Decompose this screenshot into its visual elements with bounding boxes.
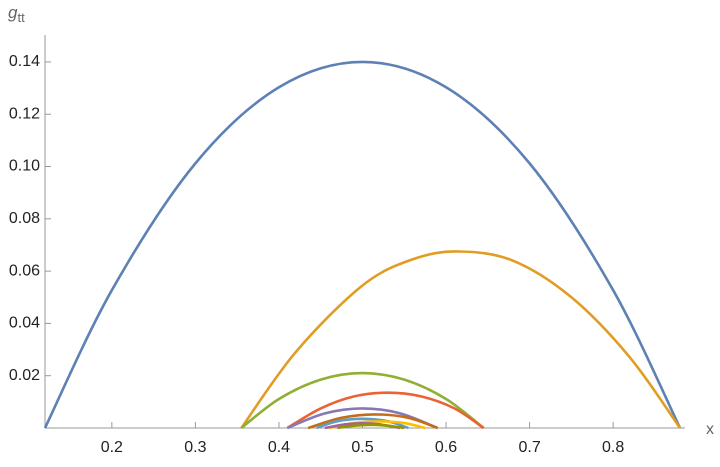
y-tick-label: 0.14 (9, 53, 40, 70)
x-tick-label: 0.6 (435, 439, 457, 456)
x-tick-label: 0.4 (268, 439, 290, 456)
curve (240, 250, 682, 429)
x-tick-label: 0.3 (184, 439, 206, 456)
y-tick-label: 0.10 (9, 158, 40, 175)
y-label-main: g (8, 3, 18, 22)
x-tick-label: 0.7 (518, 439, 540, 456)
curve (240, 371, 485, 430)
curve (286, 407, 439, 430)
x-axis-label: x (706, 421, 714, 438)
x-tick-label: 0.8 (602, 439, 624, 456)
y-axis-label: gtt (8, 3, 25, 25)
y-tick-label: 0.06 (9, 262, 40, 279)
curve (43, 60, 682, 429)
x-tick-label: 0.2 (101, 439, 123, 456)
curve (307, 413, 439, 430)
y-tick-label: 0.04 (9, 315, 40, 332)
y-tick-label: 0.08 (9, 210, 40, 227)
curve (286, 391, 485, 430)
curve (337, 423, 405, 430)
y-tick-label: 0.02 (9, 367, 40, 384)
x-tick-label: 0.5 (351, 439, 373, 456)
y-tick-label: 0.12 (9, 105, 40, 122)
y-label-sub: tt (17, 10, 25, 25)
